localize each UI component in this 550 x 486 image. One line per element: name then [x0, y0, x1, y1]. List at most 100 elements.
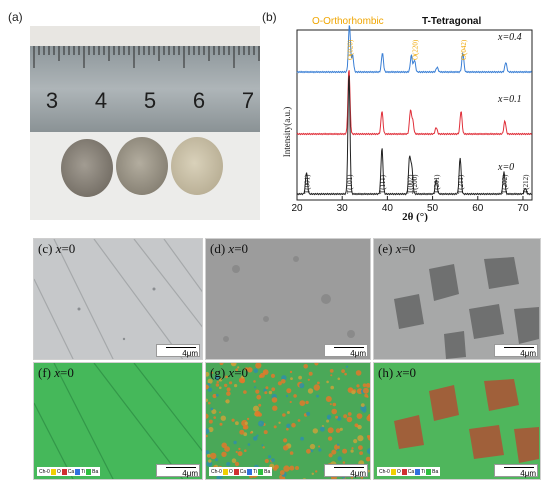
eds-dot: [264, 391, 268, 395]
eds-dot: [303, 364, 308, 369]
eds-dot: [319, 426, 325, 432]
scale-bar-f: [166, 467, 196, 468]
eds-dot: [206, 398, 208, 402]
eds-dot: [253, 380, 256, 383]
eds-dot: [247, 367, 253, 373]
legend-f-ti: Ti: [81, 468, 86, 475]
eds-dot: [247, 443, 251, 446]
ruler-number: 6: [193, 88, 205, 113]
legend-f-ba: Ba: [92, 468, 99, 475]
sample-photo: 3 4 5 6 7: [30, 26, 265, 220]
eds-dot: [206, 384, 209, 390]
eds-dot: [327, 416, 331, 420]
eds-dot: [220, 415, 226, 421]
annotation-t: T(201): [433, 174, 441, 194]
eds-dot: [360, 403, 365, 407]
annotation-t: T(200): [411, 174, 419, 194]
eds-dot: [226, 391, 231, 396]
eds-dot: [342, 448, 348, 454]
eds-dot: [215, 458, 218, 462]
series-line-0: [296, 25, 532, 74]
legend-orthorhombic: O-Orthorhombic: [312, 16, 384, 27]
eds-dot: [286, 411, 290, 414]
eds-dot: [302, 478, 307, 479]
eds-dot: [243, 432, 248, 437]
eds-dot: [235, 450, 238, 454]
eds-dot: [250, 431, 252, 434]
x-tick-label: 60: [472, 203, 484, 214]
eds-dot: [355, 370, 362, 376]
eds-dot: [230, 363, 237, 367]
scale-bar-h: [504, 467, 534, 468]
ruler-number: 3: [46, 88, 58, 113]
eds-dot: [283, 465, 290, 472]
legend-g-o: O: [228, 468, 233, 475]
eds-g-image: [206, 363, 370, 479]
eds-dot: [264, 458, 269, 464]
eds-dot: [353, 439, 358, 444]
eds-dot: [256, 394, 262, 400]
eds-dot: [295, 466, 299, 470]
legend-h-o: O: [396, 468, 401, 475]
photo-graphic: 3 4 5 6 7: [30, 26, 265, 220]
label-g: (g) x=0: [210, 365, 249, 380]
eds-legend-h: Ch-0 O Ca Ti Ba: [377, 467, 441, 476]
eds-dot: [265, 386, 269, 390]
panel-a-label: (a): [8, 10, 23, 24]
eds-dot: [356, 384, 360, 388]
eds-dot: [216, 380, 219, 384]
eds-dot: [286, 427, 289, 431]
scale-text-g: 4μm: [350, 469, 366, 478]
eds-dot: [330, 374, 333, 377]
eds-dot: [331, 408, 337, 415]
legend-tetragonal: T-Tetragonal: [422, 16, 481, 27]
eds-dot: [253, 368, 259, 374]
eds-dot: [234, 384, 238, 388]
eds-dot: [239, 378, 245, 383]
eds-dot: [337, 377, 341, 381]
eds-dot: [231, 458, 237, 463]
eds-dot: [226, 462, 231, 467]
scale-text-e: 4μm: [520, 349, 536, 358]
x-tick-label: 70: [517, 203, 529, 214]
eds-dot: [206, 450, 210, 455]
eds-dot: [244, 421, 248, 425]
eds-dot: [215, 393, 219, 397]
eds-dot: [359, 451, 363, 455]
eds-dot: [219, 411, 221, 414]
eds-dot: [208, 419, 213, 424]
eds-dot: [318, 448, 322, 452]
label-e: (e) x=0: [378, 241, 416, 256]
eds-dot: [258, 420, 265, 427]
eds-dot: [349, 387, 353, 392]
annotation-t: T(002): [407, 174, 415, 194]
eds-dot: [289, 465, 295, 471]
eds-dot: [253, 436, 258, 441]
eds-dot: [327, 436, 333, 441]
annotation-t: T(212): [522, 174, 530, 194]
eds-dot: [274, 464, 279, 470]
annotation-t: T(211): [457, 174, 465, 194]
legend-g-ti: Ti: [253, 468, 258, 475]
eds-dot: [335, 428, 341, 433]
eds-dot: [268, 390, 273, 395]
eds-dot: [241, 375, 245, 379]
label-d: (d) x=0: [210, 241, 249, 256]
eds-dot: [314, 363, 319, 366]
eds-dot: [316, 394, 319, 398]
eds-dot: [214, 375, 220, 381]
legend-f-o: O: [56, 468, 61, 475]
eds-dot: [210, 407, 214, 411]
eds-dot: [312, 428, 318, 434]
eds-dot: [285, 394, 289, 398]
eds-dot: [262, 446, 265, 449]
scale-text-f: 4μm: [182, 469, 198, 478]
eds-dot: [366, 415, 370, 422]
eds-dot: [235, 368, 239, 372]
legend-g-ch: Ch-0: [211, 468, 222, 475]
series-label-2: x=0: [497, 162, 514, 173]
eds-dot: [271, 387, 276, 392]
eds-dot: [366, 448, 370, 455]
eds-dot: [299, 400, 306, 406]
eds-dot: [362, 383, 367, 388]
